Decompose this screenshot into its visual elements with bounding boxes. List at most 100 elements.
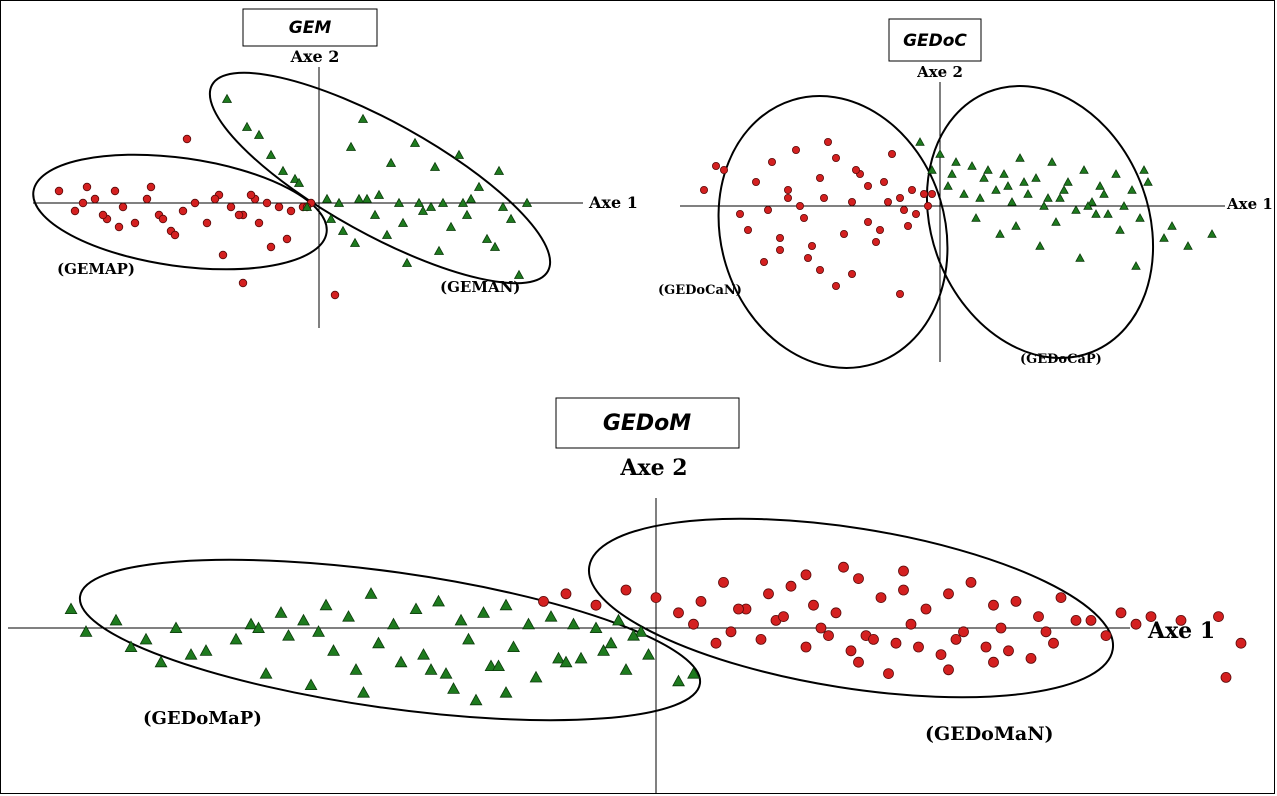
point-circle-c2-g1-38 bbox=[755, 634, 767, 645]
point-circle-c0-g0-20 bbox=[286, 206, 296, 216]
point-circle-c2-g1-24 bbox=[1115, 607, 1127, 619]
point-circle-c2-g1-26 bbox=[688, 618, 699, 630]
point-triangle-c2-g0-36 bbox=[394, 655, 408, 668]
point-triangle-c1-g1-50 bbox=[1083, 201, 1093, 210]
point-triangle-c2-g0-4 bbox=[169, 621, 183, 633]
point-triangle-c2-g0-0 bbox=[64, 602, 78, 614]
point-triangle-c0-g1-43 bbox=[241, 121, 253, 131]
point-circle-c1-g0-10 bbox=[864, 217, 873, 226]
point-triangle-c1-g1-14 bbox=[1143, 177, 1153, 186]
point-circle-c2-g1-22 bbox=[1055, 592, 1067, 603]
point-circle-c1-g0-17 bbox=[808, 241, 817, 250]
title-box-gem bbox=[242, 8, 378, 47]
point-triangle-c1-g1-41 bbox=[979, 173, 989, 182]
point-circle-c1-g0-28 bbox=[816, 265, 825, 274]
point-triangle-c0-g1-10 bbox=[493, 165, 505, 175]
point-triangle-c2-g0-58 bbox=[312, 625, 325, 637]
point-triangle-c2-g0-53 bbox=[499, 686, 513, 698]
point-circle-c0-g0-29 bbox=[182, 134, 192, 144]
point-triangle-c0-g1-1 bbox=[253, 129, 265, 139]
point-triangle-c1-g1-33 bbox=[1075, 253, 1085, 262]
point-circle-c2-g1-58 bbox=[988, 656, 999, 668]
point-circle-c2-g1-46 bbox=[778, 611, 789, 622]
point-triangle-c2-g0-28 bbox=[327, 644, 340, 656]
point-triangle-c2-g0-49 bbox=[672, 674, 685, 687]
point-triangle-c2-g0-12 bbox=[387, 617, 400, 630]
point-circle-c1-g0-33 bbox=[864, 181, 873, 190]
point-circle-c1-g0-23 bbox=[824, 137, 833, 146]
point-circle-c0-g0-38 bbox=[98, 210, 108, 220]
point-circle-c2-g1-50 bbox=[958, 626, 969, 638]
point-circle-c2-g1-54 bbox=[1175, 615, 1187, 626]
point-triangle-c1-g1-17 bbox=[975, 193, 985, 202]
point-triangle-c2-g0-27 bbox=[282, 629, 295, 641]
point-circle-c0-g0-36 bbox=[330, 290, 340, 300]
point-triangle-c1-g1-45 bbox=[1139, 165, 1149, 174]
point-circle-c1-g0-26 bbox=[920, 189, 929, 198]
point-circle-c2-g1-57 bbox=[898, 565, 909, 577]
point-triangle-c1-g1-31 bbox=[995, 229, 1005, 238]
point-triangle-c2-g0-22 bbox=[612, 613, 625, 626]
chart-title-gedom: GEDoM bbox=[603, 411, 691, 436]
point-triangle-c1-g1-32 bbox=[1035, 241, 1045, 250]
ellipse-gedomap bbox=[78, 558, 702, 722]
point-circle-c2-g1-1 bbox=[560, 588, 572, 600]
point-triangle-c0-g1-36 bbox=[373, 189, 385, 199]
chart-title-gem: GEM bbox=[289, 18, 332, 38]
point-circle-c0-g0-33 bbox=[254, 218, 264, 228]
point-triangle-c1-g1-49 bbox=[1043, 193, 1053, 202]
point-triangle-c1-g1-18 bbox=[991, 185, 1001, 194]
point-circle-c1-g0-13 bbox=[912, 209, 921, 218]
point-triangle-c1-g1-22 bbox=[1055, 193, 1065, 202]
point-circle-c0-g0-34 bbox=[210, 194, 220, 204]
point-triangle-c2-g0-52 bbox=[469, 693, 483, 706]
point-circle-c2-g1-19 bbox=[988, 599, 999, 611]
point-triangle-c2-g0-26 bbox=[229, 632, 243, 645]
point-circle-c2-g1-0 bbox=[538, 596, 549, 607]
point-circle-c2-g1-32 bbox=[950, 634, 962, 645]
point-circle-c2-g1-6 bbox=[695, 596, 707, 607]
point-circle-c2-g1-42 bbox=[935, 649, 947, 660]
point-circle-c0-g0-7 bbox=[130, 218, 140, 228]
point-triangle-c2-g0-55 bbox=[627, 629, 640, 641]
point-triangle-c1-g1-44 bbox=[1099, 189, 1109, 198]
point-triangle-c0-g1-22 bbox=[369, 209, 381, 219]
point-circle-c2-g1-20 bbox=[1010, 596, 1022, 607]
point-circle-c1-g0-41 bbox=[804, 253, 813, 262]
point-circle-c2-g1-15 bbox=[898, 584, 909, 596]
point-triangle-c2-g0-56 bbox=[154, 655, 168, 668]
point-circle-c1-g0-27 bbox=[760, 257, 769, 266]
point-triangle-c1-g1-24 bbox=[1087, 197, 1097, 206]
point-triangle-c1-g1-11 bbox=[1095, 181, 1105, 190]
point-triangle-c2-g0-29 bbox=[372, 636, 385, 649]
point-circle-c2-g1-16 bbox=[920, 603, 932, 615]
point-circle-c2-g1-13 bbox=[853, 573, 864, 584]
point-triangle-c1-g1-28 bbox=[1159, 233, 1169, 242]
point-triangle-c2-g0-18 bbox=[522, 617, 535, 630]
point-triangle-c2-g0-48 bbox=[642, 648, 655, 660]
point-triangle-c0-g1-37 bbox=[457, 197, 469, 207]
point-triangle-c0-g1-27 bbox=[445, 221, 457, 231]
point-circle-c2-g1-62 bbox=[943, 664, 954, 676]
title-box-gedom bbox=[555, 397, 740, 449]
point-circle-c1-g0-39 bbox=[928, 189, 937, 198]
point-triangle-c2-g0-8 bbox=[297, 613, 310, 626]
point-circle-c0-g0-25 bbox=[234, 210, 244, 220]
point-triangle-c1-g1-27 bbox=[1135, 213, 1145, 222]
point-circle-c1-g0-32 bbox=[784, 185, 793, 194]
point-circle-c2-g1-40 bbox=[845, 645, 857, 657]
point-triangle-c1-g1-36 bbox=[1011, 221, 1021, 230]
point-circle-c1-g0-37 bbox=[884, 197, 893, 206]
point-triangle-c1-g1-30 bbox=[1207, 229, 1217, 238]
point-circle-c0-g0-12 bbox=[190, 198, 200, 208]
point-circle-c0-g0-23 bbox=[146, 182, 156, 192]
point-circle-c1-g0-38 bbox=[820, 193, 829, 202]
point-triangle-c0-g1-19 bbox=[325, 213, 337, 223]
point-circle-c1-g0-18 bbox=[840, 229, 849, 238]
point-triangle-c0-g1-31 bbox=[321, 193, 333, 203]
point-circle-c2-g1-31 bbox=[905, 618, 917, 630]
point-triangle-c1-g1-42 bbox=[1019, 177, 1029, 186]
point-triangle-c0-g1-8 bbox=[453, 149, 465, 159]
point-triangle-c1-g1-8 bbox=[1047, 157, 1057, 166]
